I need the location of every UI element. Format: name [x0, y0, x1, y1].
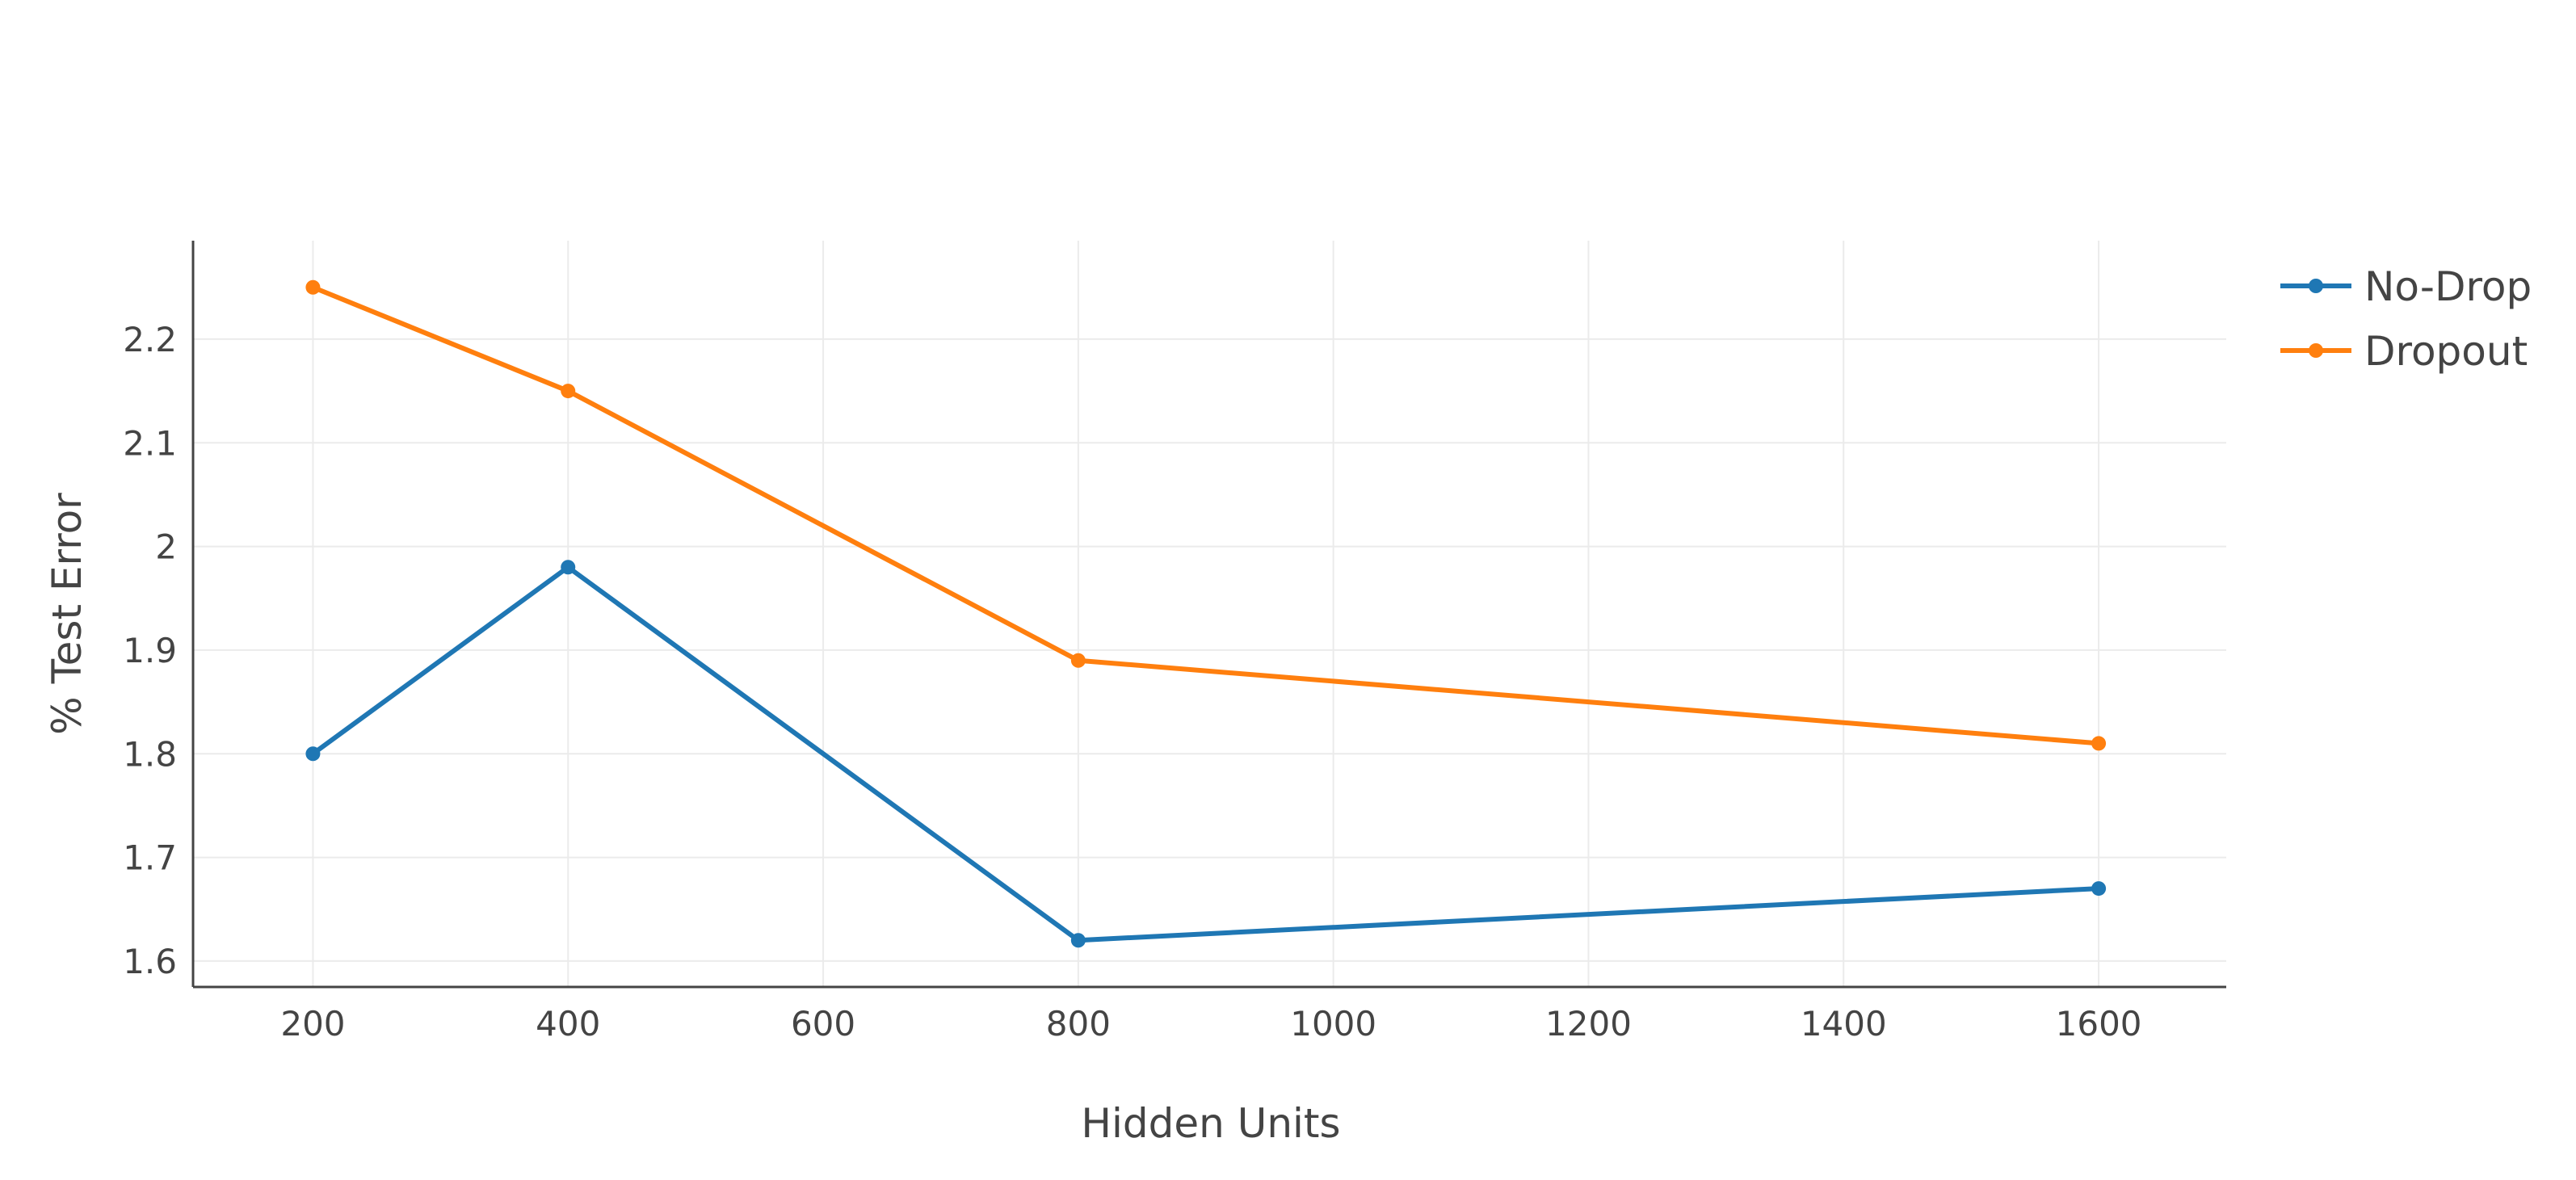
- data-point-no-drop: [1070, 933, 1086, 948]
- legend-marker-no-drop: [2309, 279, 2323, 293]
- y-tick-label: 1.9: [123, 631, 177, 670]
- data-point-dropout: [1070, 653, 1086, 668]
- legend-item-dropout: Dropout: [2280, 328, 2528, 375]
- legend-label-no-drop: No-Drop: [2364, 263, 2532, 310]
- y-tick-label: 2: [155, 527, 177, 567]
- data-point-dropout: [561, 384, 576, 399]
- y-tick-label: 1.8: [123, 734, 177, 774]
- x-tick-label: 1000: [1290, 1004, 1376, 1044]
- y-axis-title: % Test Error: [44, 493, 90, 735]
- data-point-no-drop: [305, 746, 321, 762]
- x-tick-label: 1600: [2056, 1004, 2142, 1044]
- legend-marker-dropout: [2309, 343, 2323, 358]
- x-tick-label: 1400: [1801, 1004, 1887, 1044]
- y-tick-label: 1.7: [123, 838, 177, 878]
- x-tick-label: 800: [1046, 1004, 1111, 1044]
- data-point-no-drop: [561, 560, 576, 575]
- y-tick-label: 2.2: [123, 320, 177, 359]
- y-tick-label: 1.6: [123, 942, 177, 981]
- x-tick-label: 600: [791, 1004, 855, 1044]
- data-point-no-drop: [2091, 881, 2107, 897]
- grid: [193, 241, 2226, 987]
- x-axis-ticks: 200 400 600 800 1000 1200 1400 1600: [280, 1004, 2141, 1044]
- data-point-dropout: [305, 279, 321, 295]
- legend-item-no-drop: No-Drop: [2280, 263, 2532, 310]
- data-point-dropout: [2091, 736, 2107, 751]
- series-line-no-drop: [311, 565, 2099, 943]
- axes: [191, 241, 2226, 989]
- x-tick-label: 400: [536, 1004, 600, 1044]
- x-axis-title: Hidden Units: [1081, 1100, 1340, 1147]
- legend: No-Drop Dropout: [2280, 263, 2532, 375]
- series-line-dropout: [312, 284, 2099, 746]
- y-axis-ticks: 1.6 1.7 1.8 1.9 2 2.1 2.2: [123, 320, 177, 981]
- x-tick-label: 1200: [1545, 1004, 1632, 1044]
- y-tick-label: 2.1: [123, 423, 177, 463]
- x-tick-label: 200: [280, 1004, 345, 1044]
- legend-label-dropout: Dropout: [2364, 328, 2528, 375]
- series-group: [305, 279, 2107, 948]
